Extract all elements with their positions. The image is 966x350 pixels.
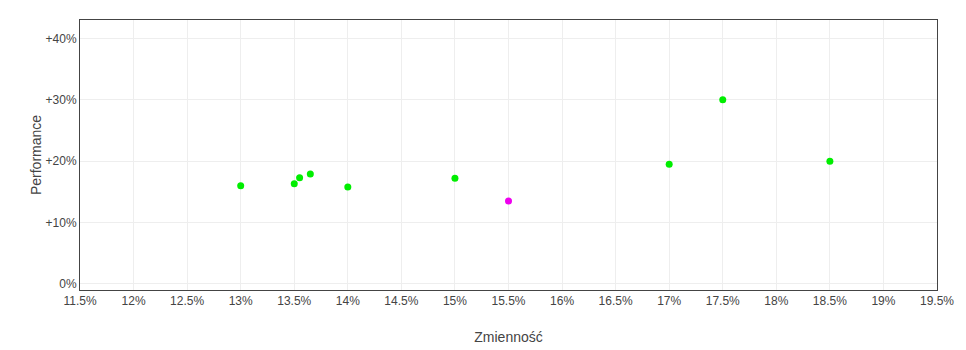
svg-text:15%: 15% <box>443 294 467 308</box>
svg-text:12%: 12% <box>122 294 146 308</box>
svg-text:+20%: +20% <box>46 154 77 168</box>
svg-text:13%: 13% <box>229 294 253 308</box>
svg-text:16%: 16% <box>550 294 574 308</box>
svg-text:18%: 18% <box>764 294 788 308</box>
svg-text:17.5%: 17.5% <box>706 294 740 308</box>
svg-text:19.5%: 19.5% <box>920 294 954 308</box>
svg-text:14%: 14% <box>336 294 360 308</box>
svg-text:Zmienność: Zmienność <box>474 329 542 345</box>
svg-text:0%: 0% <box>59 277 77 291</box>
svg-text:12.5%: 12.5% <box>170 294 204 308</box>
svg-text:13.5%: 13.5% <box>277 294 311 308</box>
svg-text:19%: 19% <box>871 294 895 308</box>
svg-text:17%: 17% <box>657 294 681 308</box>
svg-text:Performance: Performance <box>28 115 44 195</box>
svg-text:16.5%: 16.5% <box>599 294 633 308</box>
svg-text:15.5%: 15.5% <box>491 294 525 308</box>
svg-text:14.5%: 14.5% <box>384 294 418 308</box>
svg-text:18.5%: 18.5% <box>813 294 847 308</box>
svg-text:+40%: +40% <box>46 32 77 46</box>
svg-text:+10%: +10% <box>46 216 77 230</box>
svg-text:11.5%: 11.5% <box>63 294 96 308</box>
svg-text:+30%: +30% <box>46 93 77 107</box>
